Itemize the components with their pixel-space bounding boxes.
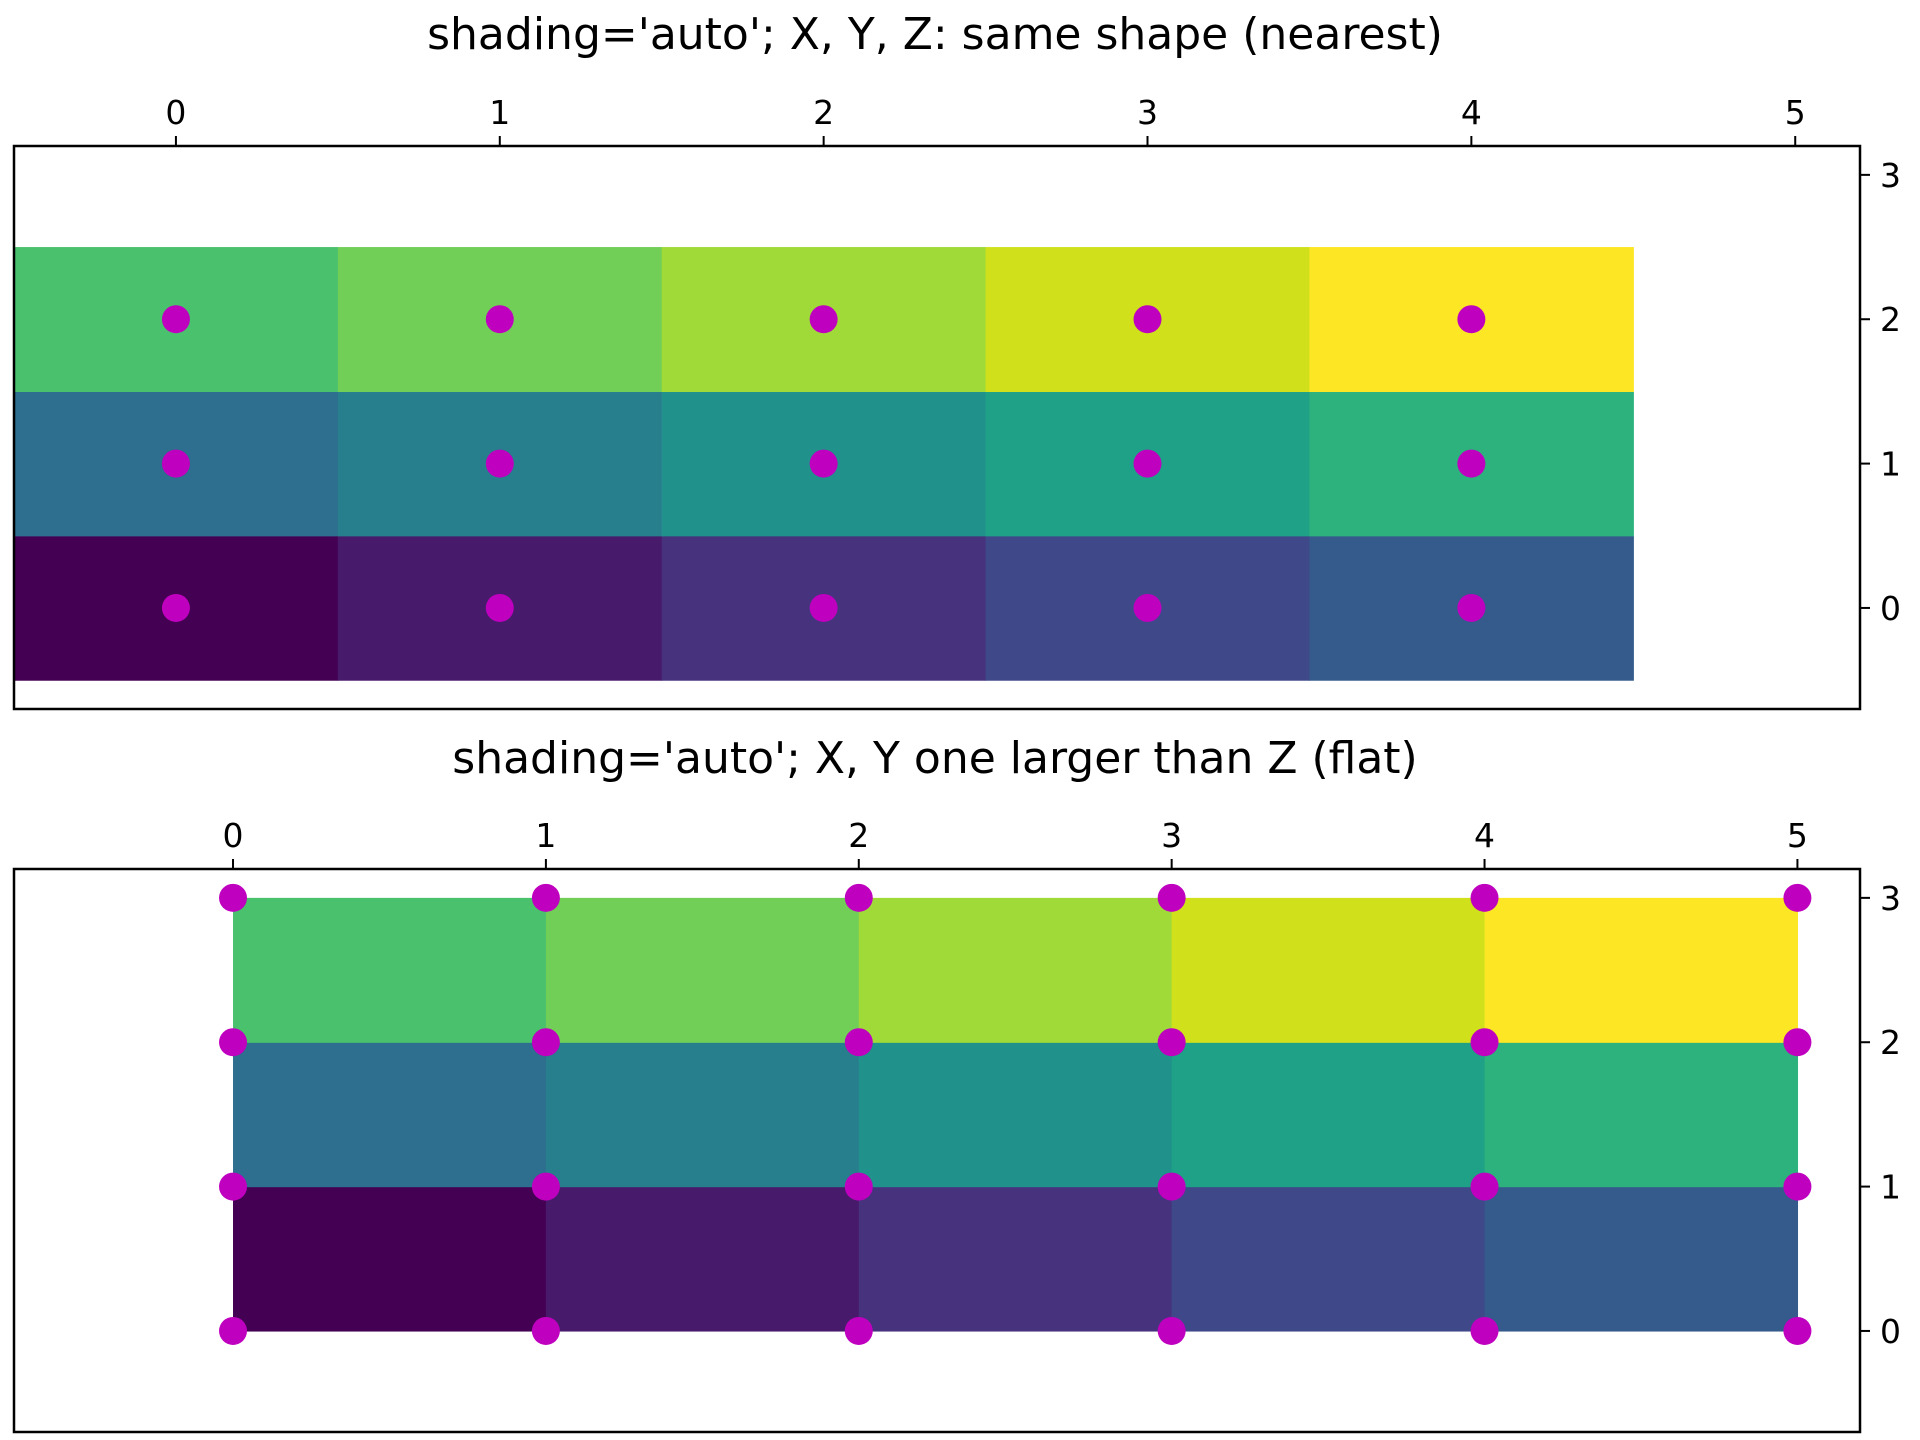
bottom-panel-x-tick-label-5: 5 [1787,816,1808,855]
bottom-panel-marker-x0-y0 [219,1316,248,1345]
bottom-panel-y-tick-label-1: 1 [1880,1168,1901,1207]
bottom-panel-marker-x1-y0 [531,1316,560,1345]
top-panel-markers [161,305,1486,622]
bottom-panel-cell-r0-c1 [545,1186,860,1332]
top-panel-x-tick-label-4: 4 [1461,93,1482,132]
top-panel-x-tick-label-5: 5 [1785,93,1806,132]
bottom-panel-marker-x2-y3 [844,883,873,912]
bottom-panel-y-ticks: 0 1 2 3 [1860,879,1901,1351]
bottom-panel-y-tick-label-3: 3 [1880,879,1901,918]
bottom-panel-marker-x4-y0 [1470,1316,1499,1345]
bottom-panel-marker-x3-y1 [1157,1172,1186,1201]
top-panel-marker-x2-y1 [809,449,838,478]
top-panel-marker-x0-y0 [161,593,190,622]
bottom-panel-marker-x3-y3 [1157,883,1186,912]
top-panel-marker-x1-y0 [485,593,514,622]
top-panel-x-tick-label-1: 1 [489,93,510,132]
top-panel-marker-x4-y1 [1457,449,1486,478]
top-panel-marker-x4-y0 [1457,593,1486,622]
bottom-panel-cell-r1-c0 [233,1042,547,1188]
top-panel-nearest: shading='auto'; X, Y, Z: same shape (nea… [12,9,1901,711]
top-panel-marker-x4-y2 [1457,305,1486,334]
bottom-panel-cell-r0-c3 [1171,1186,1486,1332]
bottom-panel-x-tick-label-3: 3 [1161,816,1182,855]
bottom-panel-cell-r1-c2 [858,1042,1173,1188]
top-panel-marker-x3-y2 [1133,305,1162,334]
bottom-panel-y-tick-label-2: 2 [1880,1023,1901,1062]
bottom-panel-marker-x5-y3 [1783,883,1812,912]
bottom-panel-marker-x0-y2 [219,1028,248,1057]
bottom-panel-marker-x2-y2 [844,1028,873,1057]
top-panel-x-tick-label-3: 3 [1137,93,1158,132]
top-panel-marker-x2-y2 [809,305,838,334]
bottom-panel-cell-r0-c0 [233,1186,547,1332]
bottom-panel-cell-r1-c4 [1484,1042,1799,1188]
bottom-panel-marker-x3-y0 [1157,1316,1186,1345]
bottom-panel-cell-r2-c1 [545,897,860,1043]
bottom-panel-cell-r1-c1 [545,1042,860,1188]
top-panel-frame [12,144,1862,711]
top-panel-x-ticks: 0 1 2 3 4 5 [165,93,1806,146]
top-panel-marker-x1-y2 [485,305,514,334]
bottom-panel-cells [233,897,1799,1332]
top-panel-marker-x3-y0 [1133,593,1162,622]
bottom-panel-cell-r0-c2 [858,1186,1173,1332]
bottom-panel-x-tick-label-4: 4 [1474,816,1495,855]
bottom-panel-y-tick-label-0: 0 [1880,1312,1901,1351]
bottom-panel-x-tick-label-0: 0 [223,816,244,855]
top-panel-y-tick-label-3: 3 [1880,156,1901,195]
top-panel-y-ticks: 0 1 2 3 [1860,156,1901,628]
bottom-panel-markers [219,883,1812,1345]
top-panel-title: shading='auto'; X, Y, Z: same shape (nea… [427,9,1443,60]
bottom-panel-cell-r2-c0 [233,897,547,1043]
bottom-panel-marker-x0-y3 [219,883,248,912]
bottom-panel-marker-x2-y1 [844,1172,873,1201]
bottom-panel-marker-x5-y0 [1783,1316,1812,1345]
bottom-panel-marker-x0-y1 [219,1172,248,1201]
bottom-panel-frame [12,867,1862,1434]
bottom-panel-marker-x2-y0 [844,1316,873,1345]
bottom-panel-marker-x4-y1 [1470,1172,1499,1201]
bottom-panel-x-ticks: 0 1 2 3 4 5 [223,816,1808,869]
bottom-panel-cell-r2-c4 [1484,897,1799,1043]
bottom-panel-cell-r2-c3 [1171,897,1486,1043]
bottom-panel-marker-x4-y2 [1470,1028,1499,1057]
top-panel-y-tick-label-2: 2 [1880,300,1901,339]
bottom-panel-cell-r2-c2 [858,897,1173,1043]
bottom-panel-marker-x1-y1 [531,1172,560,1201]
bottom-panel-flat: shading='auto'; X, Y one larger than Z (… [12,733,1901,1434]
bottom-panel-marker-x1-y2 [531,1028,560,1057]
bottom-panel-marker-x3-y2 [1157,1028,1186,1057]
top-panel-marker-x2-y0 [809,593,838,622]
top-panel-marker-x3-y1 [1133,449,1162,478]
top-panel-x-tick-label-2: 2 [813,93,834,132]
bottom-panel-cell-r1-c3 [1171,1042,1486,1188]
top-panel-marker-x0-y1 [161,449,190,478]
bottom-panel-marker-x5-y2 [1783,1028,1812,1057]
bottom-panel-x-tick-label-2: 2 [848,816,869,855]
bottom-panel-x-tick-label-1: 1 [535,816,556,855]
top-panel-marker-x1-y1 [485,449,514,478]
bottom-panel-cell-r0-c4 [1484,1186,1799,1332]
top-panel-y-tick-label-0: 0 [1880,589,1901,628]
top-panel-y-tick-label-1: 1 [1880,445,1901,484]
bottom-panel-title: shading='auto'; X, Y one larger than Z (… [452,733,1417,784]
top-panel-x-tick-label-0: 0 [165,93,186,132]
bottom-panel-marker-x5-y1 [1783,1172,1812,1201]
top-panel-marker-x0-y2 [161,305,190,334]
bottom-panel-marker-x4-y3 [1470,883,1499,912]
bottom-panel-marker-x1-y3 [531,883,560,912]
